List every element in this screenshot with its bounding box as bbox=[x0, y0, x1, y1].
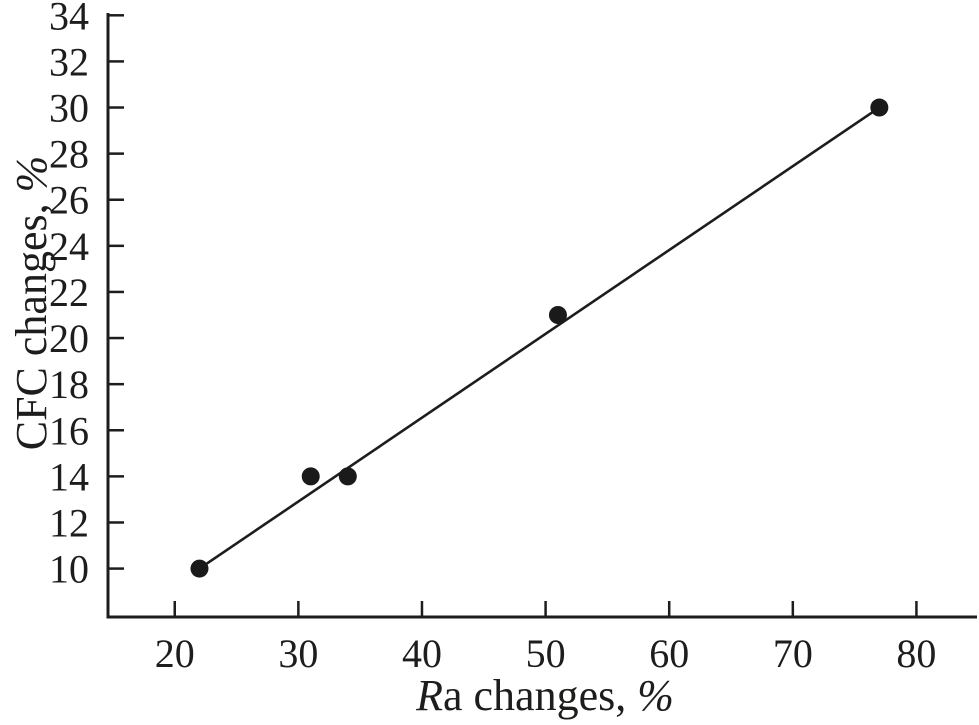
data-point bbox=[338, 467, 357, 486]
x-tick-label: 40 bbox=[402, 631, 442, 676]
x-tick-label: 20 bbox=[155, 631, 195, 676]
y-axis-label: CFC changes, % bbox=[7, 156, 56, 451]
y-tick-label: 34 bbox=[49, 0, 89, 38]
y-axis-label-percent: % bbox=[7, 156, 56, 193]
data-point bbox=[190, 559, 209, 578]
x-tick-label: 30 bbox=[278, 631, 318, 676]
y-tick-label: 30 bbox=[49, 86, 89, 131]
x-axis-label: Ra changes, % bbox=[415, 671, 674, 720]
x-axis-label-percent: % bbox=[637, 671, 674, 720]
y-tick-label: 16 bbox=[49, 408, 89, 453]
x-tick-label: 50 bbox=[526, 631, 566, 676]
data-points bbox=[190, 98, 889, 578]
data-point bbox=[548, 306, 567, 324]
y-tick-label: 20 bbox=[49, 316, 89, 361]
trend-line bbox=[198, 106, 881, 570]
y-tick-label: 32 bbox=[49, 39, 89, 84]
y-tick-label: 12 bbox=[49, 500, 89, 545]
y-tick-label: 24 bbox=[49, 224, 89, 269]
x-axis-label-italic-prefix: R bbox=[415, 671, 443, 720]
x-axis-label-text: a changes, bbox=[443, 671, 637, 720]
x-tick-label: 60 bbox=[649, 631, 689, 676]
y-axis-label-text: CFC changes, bbox=[7, 192, 56, 450]
y-tick-label: 26 bbox=[49, 178, 89, 223]
y-tick-label: 10 bbox=[49, 547, 89, 592]
y-tick-label: 22 bbox=[49, 270, 89, 315]
x-tick-label: 70 bbox=[773, 631, 813, 676]
data-point bbox=[301, 467, 320, 486]
y-tick-label: 28 bbox=[49, 132, 89, 177]
y-tick-label: 18 bbox=[49, 362, 89, 407]
x-tick-label: 80 bbox=[896, 631, 936, 676]
data-point bbox=[870, 98, 889, 117]
y-tick-label: 14 bbox=[49, 454, 89, 499]
